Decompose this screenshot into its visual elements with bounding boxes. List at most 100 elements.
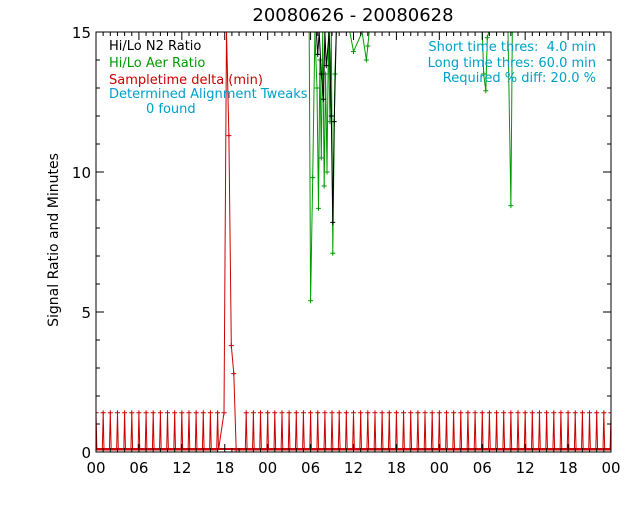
sampletime-delta-marker	[315, 410, 321, 416]
legend-found-count: 0 found	[146, 102, 196, 117]
sampletime-delta-marker	[587, 410, 593, 416]
sampletime-delta-marker	[515, 410, 521, 416]
required-percent-diff: Required % diff: 20.0 %	[443, 71, 596, 86]
sampletime-delta-marker	[393, 410, 399, 416]
sampletime-delta-marker	[351, 410, 356, 416]
x-tick-label: 00	[430, 459, 449, 477]
legend-aer-ratio: Hi/Lo Aer Ratio	[109, 56, 205, 71]
sampletime-delta-marker	[472, 410, 478, 416]
series-aer-ratio-marker	[318, 155, 324, 161]
series-n2-ratio-marker	[320, 96, 326, 102]
x-tick-label: 06	[473, 459, 492, 477]
series-aer-ratio-marker	[508, 203, 514, 209]
sampletime-delta-marker	[322, 410, 328, 416]
series-aer-ratio-marker	[484, 35, 490, 41]
series-n2-ratio-marker	[330, 219, 336, 225]
sampletime-delta-marker	[336, 410, 342, 416]
sampletime-delta-marker	[565, 410, 571, 416]
sampletime-delta-marker	[358, 410, 364, 416]
sampletime-delta-marker	[372, 410, 378, 416]
series-aer-ratio-marker	[330, 250, 336, 256]
sampletime-delta-marker	[172, 410, 178, 416]
sampletime-delta-marker	[501, 410, 507, 416]
sampletime-delta-marker	[215, 410, 221, 416]
sampletime-delta-marker	[458, 410, 464, 416]
sampletime-delta-marker	[536, 410, 542, 416]
sampletime-delta-marker	[572, 410, 578, 416]
sampletime-delta-marker	[558, 410, 564, 416]
sampletime-delta-marker	[529, 410, 535, 416]
sampletime-delta-marker	[401, 410, 407, 416]
series-n2-ratio-marker	[323, 63, 329, 69]
series-aer-ratio-marker	[317, 57, 323, 63]
x-tick-label: 18	[559, 459, 578, 477]
sampletime-delta-marker	[579, 410, 585, 416]
legend: Hi/Lo N2 Ratio Hi/Lo Aer Ratio Sampletim…	[109, 39, 308, 117]
sampletime-delta-marker	[100, 410, 106, 416]
sampletime-delta-marker	[107, 410, 113, 416]
x-tick-label: 00	[258, 459, 277, 477]
series-aer-ratio-marker	[315, 205, 321, 211]
sampletime-delta-marker	[226, 133, 232, 139]
sampletime-delta-marker	[165, 410, 171, 416]
sampletime-delta-marker	[207, 410, 213, 416]
sampletime-delta-marker	[179, 410, 185, 416]
series-n2-ratio-marker	[318, 71, 324, 77]
sampletime-delta-marker	[286, 410, 292, 416]
long-time-threshold: Long time thres: 60.0 min	[428, 56, 596, 71]
series-n2-ratio-line	[315, 31, 337, 223]
x-tick-label: 18	[215, 459, 234, 477]
y-tick-label: 10	[72, 164, 91, 182]
sampletime-delta-marker	[96, 410, 99, 416]
series-aer-ratio-marker	[308, 298, 314, 304]
series-aer-ratio-marker	[351, 49, 356, 55]
series-n2-ratio-marker	[315, 51, 321, 57]
sampletime-delta-marker	[386, 410, 392, 416]
x-tick-label: 00	[601, 459, 620, 477]
sampletime-delta-marker	[436, 410, 442, 416]
series-aer-ratio-marker	[310, 175, 316, 181]
sampletime-delta-marker	[594, 410, 600, 416]
legend-sampletime-delta: Sampletime delta (min)	[109, 73, 263, 88]
x-tick-label: 06	[129, 459, 148, 477]
legend-n2-ratio: Hi/Lo N2 Ratio	[109, 39, 201, 54]
sampletime-delta-marker	[250, 410, 256, 416]
sampletime-delta-marker	[114, 410, 120, 416]
sampletime-delta-marker	[429, 410, 435, 416]
sampletime-delta-marker	[136, 410, 142, 416]
sampletime-delta-marker	[231, 371, 237, 377]
sampletime-delta-marker	[265, 410, 271, 416]
sampletime-delta-marker	[122, 410, 128, 416]
sampletime-delta-marker	[157, 410, 163, 416]
sampletime-delta-marker	[465, 410, 471, 416]
series-n2-ratio-marker	[328, 113, 334, 119]
y-tick-label: 0	[81, 444, 91, 462]
sampletime-delta-marker	[258, 410, 264, 416]
x-tick-label: 12	[516, 459, 535, 477]
y-axis-label: Signal Ratio and Minutes	[46, 153, 62, 327]
sampletime-delta-marker	[129, 410, 135, 416]
sampletime-delta-marker	[293, 410, 299, 416]
sampletime-delta-marker	[143, 410, 149, 416]
sampletime-delta-marker	[551, 410, 557, 416]
sampletime-delta-marker	[379, 410, 385, 416]
sampletime-delta-marker	[228, 343, 234, 349]
sampletime-delta-marker	[365, 410, 371, 416]
series-aer-ratio-marker	[363, 57, 369, 63]
sampletime-delta-marker	[486, 410, 492, 416]
x-tick-label: 00	[86, 459, 105, 477]
threshold-notes: Short time thres: 4.0 min Long time thre…	[428, 40, 596, 86]
sampletime-delta-marker	[308, 410, 314, 416]
sampletime-delta-marker	[494, 410, 500, 416]
legend-alignment-tweaks: Determined Alignment Tweaks	[109, 87, 308, 102]
series-n2-ratio	[315, 31, 337, 225]
sampletime-delta-marker	[279, 410, 285, 416]
series-aer-ratio-marker	[365, 43, 371, 49]
sampletime-delta-marker	[408, 410, 414, 416]
sampletime-delta-marker	[221, 410, 227, 416]
x-tick-label: 18	[387, 459, 406, 477]
y-tick-label: 15	[72, 24, 91, 42]
sampletime-delta-marker	[329, 410, 335, 416]
series-aer-ratio-marker	[481, 71, 487, 77]
